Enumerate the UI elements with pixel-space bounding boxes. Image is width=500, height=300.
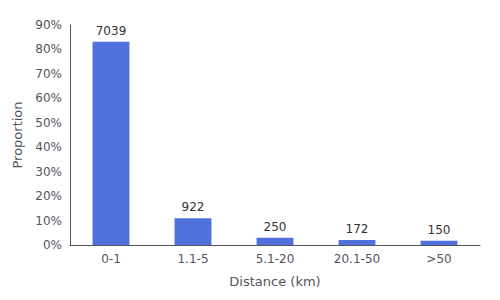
svg-text:60%: 60%	[35, 91, 62, 105]
svg-text:>50: >50	[426, 252, 451, 266]
svg-text:5.1-20: 5.1-20	[256, 252, 295, 266]
svg-text:150: 150	[428, 223, 451, 237]
svg-text:0-1: 0-1	[101, 252, 121, 266]
svg-text:0%: 0%	[43, 238, 62, 252]
svg-text:172: 172	[346, 222, 369, 236]
svg-text:Distance (km): Distance (km)	[229, 274, 320, 289]
svg-text:70%: 70%	[35, 67, 62, 81]
svg-text:Proportion: Proportion	[10, 101, 25, 168]
svg-text:1.1-5: 1.1-5	[177, 252, 208, 266]
svg-text:90%: 90%	[35, 18, 62, 32]
svg-text:20.1-50: 20.1-50	[334, 252, 380, 266]
svg-text:30%: 30%	[35, 165, 62, 179]
svg-text:922: 922	[182, 200, 205, 214]
svg-text:40%: 40%	[35, 140, 62, 154]
svg-text:20%: 20%	[35, 189, 62, 203]
svg-text:250: 250	[264, 220, 287, 234]
svg-text:7039: 7039	[96, 24, 127, 38]
svg-text:50%: 50%	[35, 116, 62, 130]
svg-text:80%: 80%	[35, 42, 62, 56]
svg-text:10%: 10%	[35, 214, 62, 228]
